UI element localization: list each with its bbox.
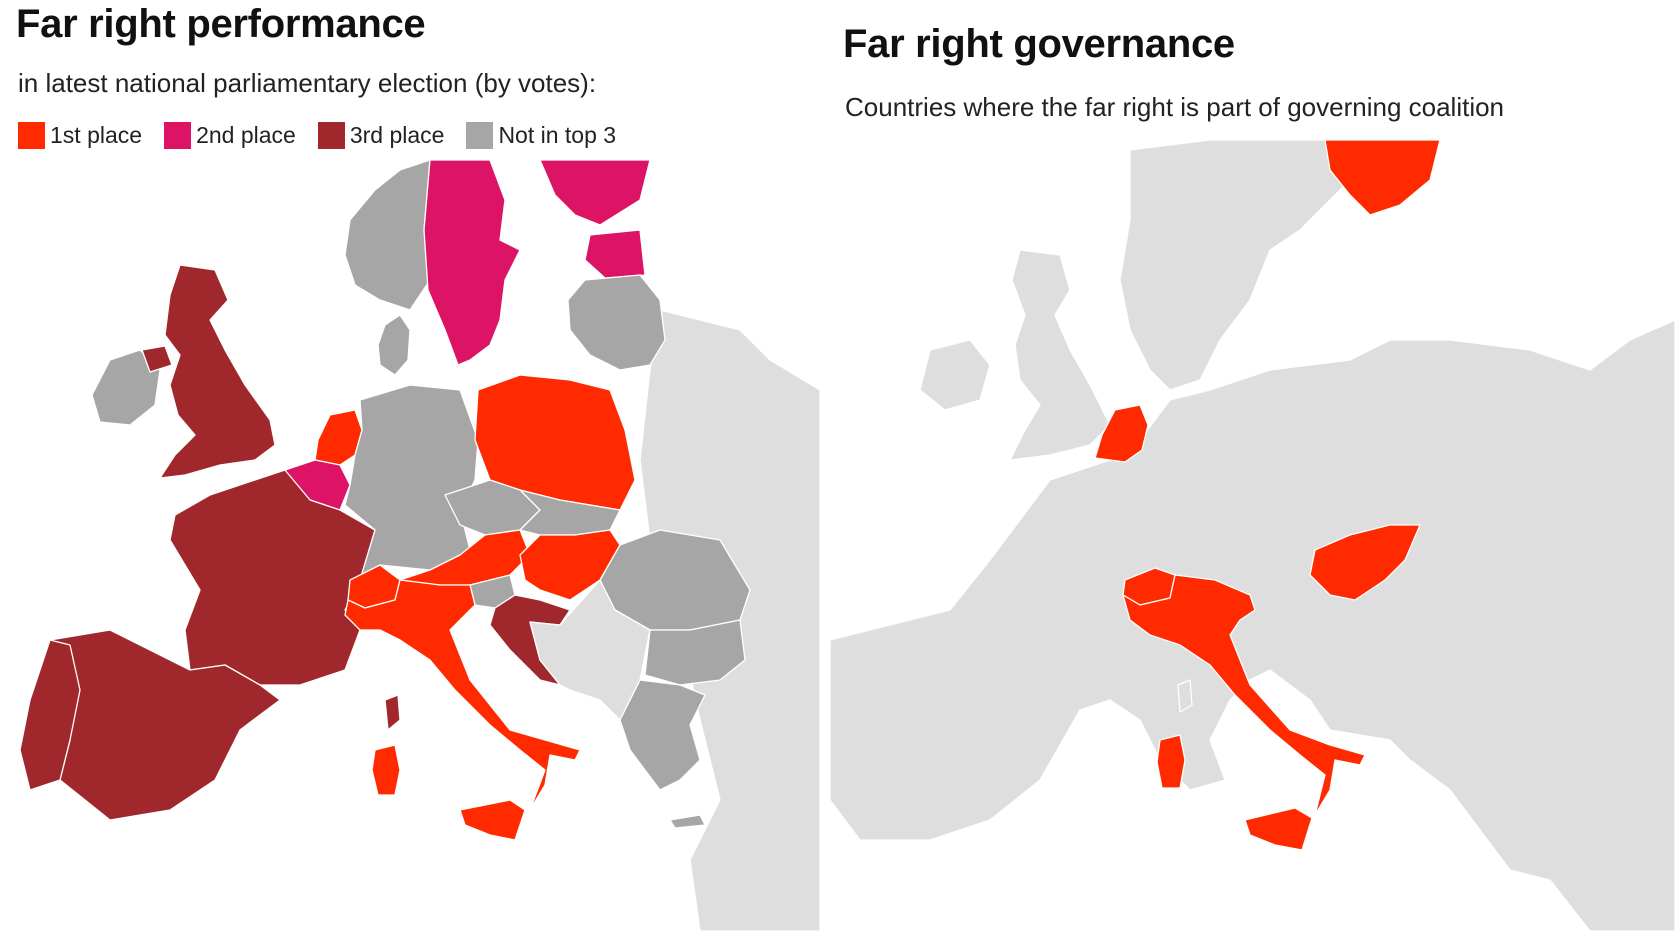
country-france (169, 469, 376, 686)
base-map (830, 140, 1675, 931)
gov-country-italy-sicily (1244, 807, 1313, 851)
legend-label-not-top3: Not in top 3 (498, 122, 617, 148)
region-ireland (919, 339, 991, 411)
performance-map (19, 160, 820, 931)
legend-label-3rd: 3rd place (349, 122, 445, 148)
gov-country-italy (1122, 574, 1366, 816)
country-finland (539, 160, 651, 226)
legend-item-not-top3: Not in top 3 (466, 122, 616, 149)
country-sweden (423, 160, 521, 366)
country-bulgaria (644, 619, 746, 686)
gov-country-netherlands (1094, 404, 1149, 463)
right-map-subtitle: Countries where the far right is part of… (845, 92, 1505, 122)
legend-swatch-2nd (164, 122, 192, 149)
legend-swatch-1st (18, 122, 45, 149)
country-northern-ireland (141, 345, 173, 373)
country-italy (344, 579, 581, 811)
legend-item-1st: 1st place (18, 122, 142, 149)
legend-item-2nd: 2nd place (164, 122, 296, 149)
gov-country-hungary (1309, 524, 1421, 601)
right-map-title: Far right governance (843, 22, 1235, 66)
region-balkans-background (529, 579, 651, 721)
country-baltic-states (567, 274, 666, 371)
region-continent (830, 319, 1675, 931)
gov-country-finland (1324, 140, 1441, 216)
legend-item-3rd: 3rd place (317, 122, 445, 149)
gov-country-italy-sardinia (1156, 734, 1186, 789)
legend-swatch-not-top3 (466, 122, 494, 149)
legend-label-1st: 1st place (50, 122, 143, 148)
country-netherlands (314, 409, 363, 466)
legend-swatch-3rd (317, 122, 345, 149)
legend: 1st place 2nd place 3rd place Not in top… (18, 122, 638, 149)
region-corsica (1177, 679, 1193, 713)
left-map-subtitle: in latest national parliamentary electio… (18, 68, 597, 98)
country-norway (344, 160, 431, 311)
country-greece-crete (669, 814, 706, 829)
country-italy-sicily (459, 799, 526, 841)
country-portugal (19, 639, 81, 791)
left-panel: Far right performance in latest national… (0, 0, 820, 931)
country-united-kingdom (159, 264, 276, 479)
country-germany (344, 384, 479, 581)
left-map-title: Far right performance (16, 2, 426, 46)
governance-map (830, 140, 1675, 931)
country-france-corsica (384, 694, 401, 731)
country-finland-south (584, 229, 646, 279)
country-denmark (377, 314, 411, 376)
country-greece (619, 679, 706, 791)
legend-label-2nd: 2nd place (196, 122, 296, 148)
right-panel: Far right governance Countries where the… (830, 0, 1675, 931)
region-uk (1009, 249, 1111, 461)
region-scandinavia (1119, 140, 1351, 391)
country-italy-sardinia (371, 744, 401, 796)
